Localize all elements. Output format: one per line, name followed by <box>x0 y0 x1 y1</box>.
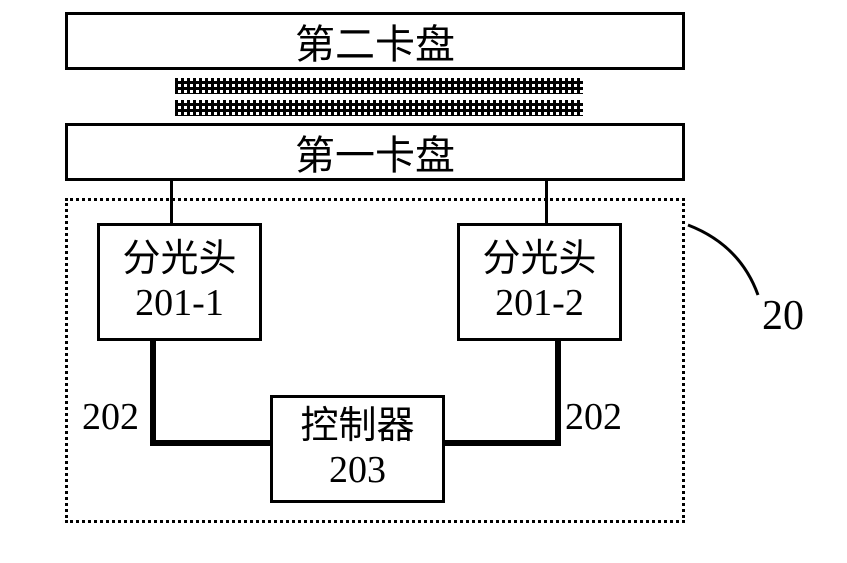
bus-left-horizontal <box>150 440 270 446</box>
splitter-2-label-line2: 201-2 <box>495 282 584 326</box>
splitter-1-box: 分光头 201-1 <box>97 223 262 341</box>
splitter-2-label-line1: 分光头 <box>482 238 596 282</box>
chuck-1-box: 第一卡盘 <box>65 123 685 181</box>
bus-right-horizontal <box>445 440 561 446</box>
bus-right-vertical <box>555 341 561 446</box>
splitter-2-box: 分光头 201-2 <box>457 223 622 341</box>
chuck-2-label: 第二卡盘 <box>295 12 455 70</box>
hatch-band-bottom <box>175 100 583 116</box>
bus-left-vertical <box>150 341 156 446</box>
connector-chuck-to-splitter-2 <box>545 181 548 223</box>
bus-left-label: 202 <box>82 395 139 439</box>
chuck-1-label: 第一卡盘 <box>295 123 455 181</box>
splitter-1-label-line2: 201-1 <box>135 282 224 326</box>
splitter-1-label-line1: 分光头 <box>122 238 236 282</box>
controller-label-line1: 控制器 <box>300 405 414 449</box>
controller-label-line2: 203 <box>329 449 386 493</box>
connector-chuck-to-splitter-1 <box>170 181 173 223</box>
bus-right-label: 202 <box>565 395 622 439</box>
controller-box: 控制器 203 <box>270 395 445 503</box>
subsystem-ref-label: 20 <box>762 292 804 340</box>
chuck-2-box: 第二卡盘 <box>65 12 685 70</box>
hatch-band-top <box>175 78 583 94</box>
